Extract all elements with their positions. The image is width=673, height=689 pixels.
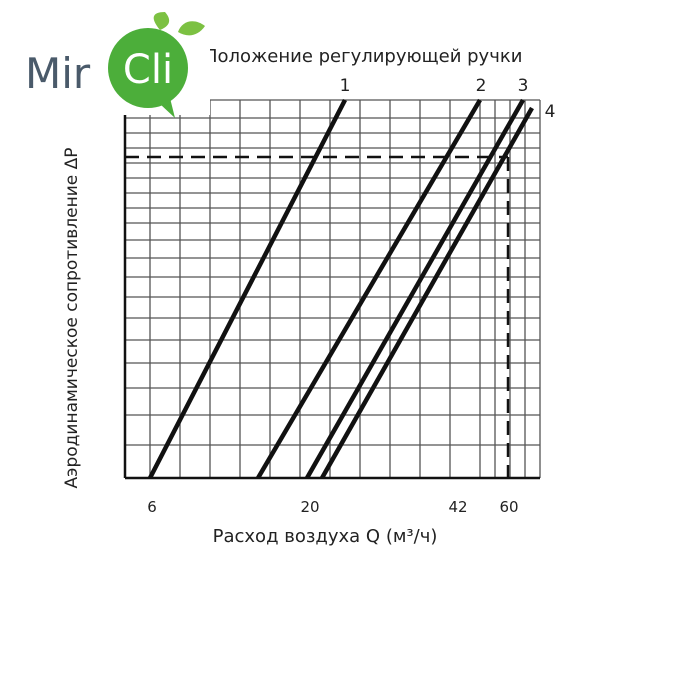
grid: [125, 99, 541, 478]
curve-label: 1: [340, 76, 351, 96]
curve: [305, 98, 525, 480]
logo-tail: [160, 98, 175, 118]
logo-text: Cli: [123, 47, 173, 93]
curve: [320, 106, 534, 480]
leaf: [153, 12, 170, 30]
x-tick-label: 6: [147, 498, 157, 516]
curves: [148, 98, 534, 480]
dashed-guide: [125, 155, 510, 478]
x-tick-label: 60: [499, 498, 518, 516]
curve-label: 4: [545, 102, 556, 122]
x-axis-label: Расход воздуха Q (м³/ч): [213, 526, 438, 547]
curve-label: 3: [518, 76, 529, 96]
curve: [256, 98, 482, 480]
logo: Mir Cli: [0, 0, 210, 118]
curve: [148, 98, 347, 480]
chart-title: Положение регулирующей ручки: [204, 46, 522, 67]
y-axis-label: Аэродинамическое сопротивление ΔP: [62, 148, 82, 489]
curve-label: 2: [476, 76, 487, 96]
logo-text: Mir: [25, 49, 91, 98]
logo-circle: [108, 28, 188, 108]
leaf: [178, 21, 205, 36]
x-tick-label: 42: [448, 498, 467, 516]
x-tick-label: 20: [300, 498, 319, 516]
